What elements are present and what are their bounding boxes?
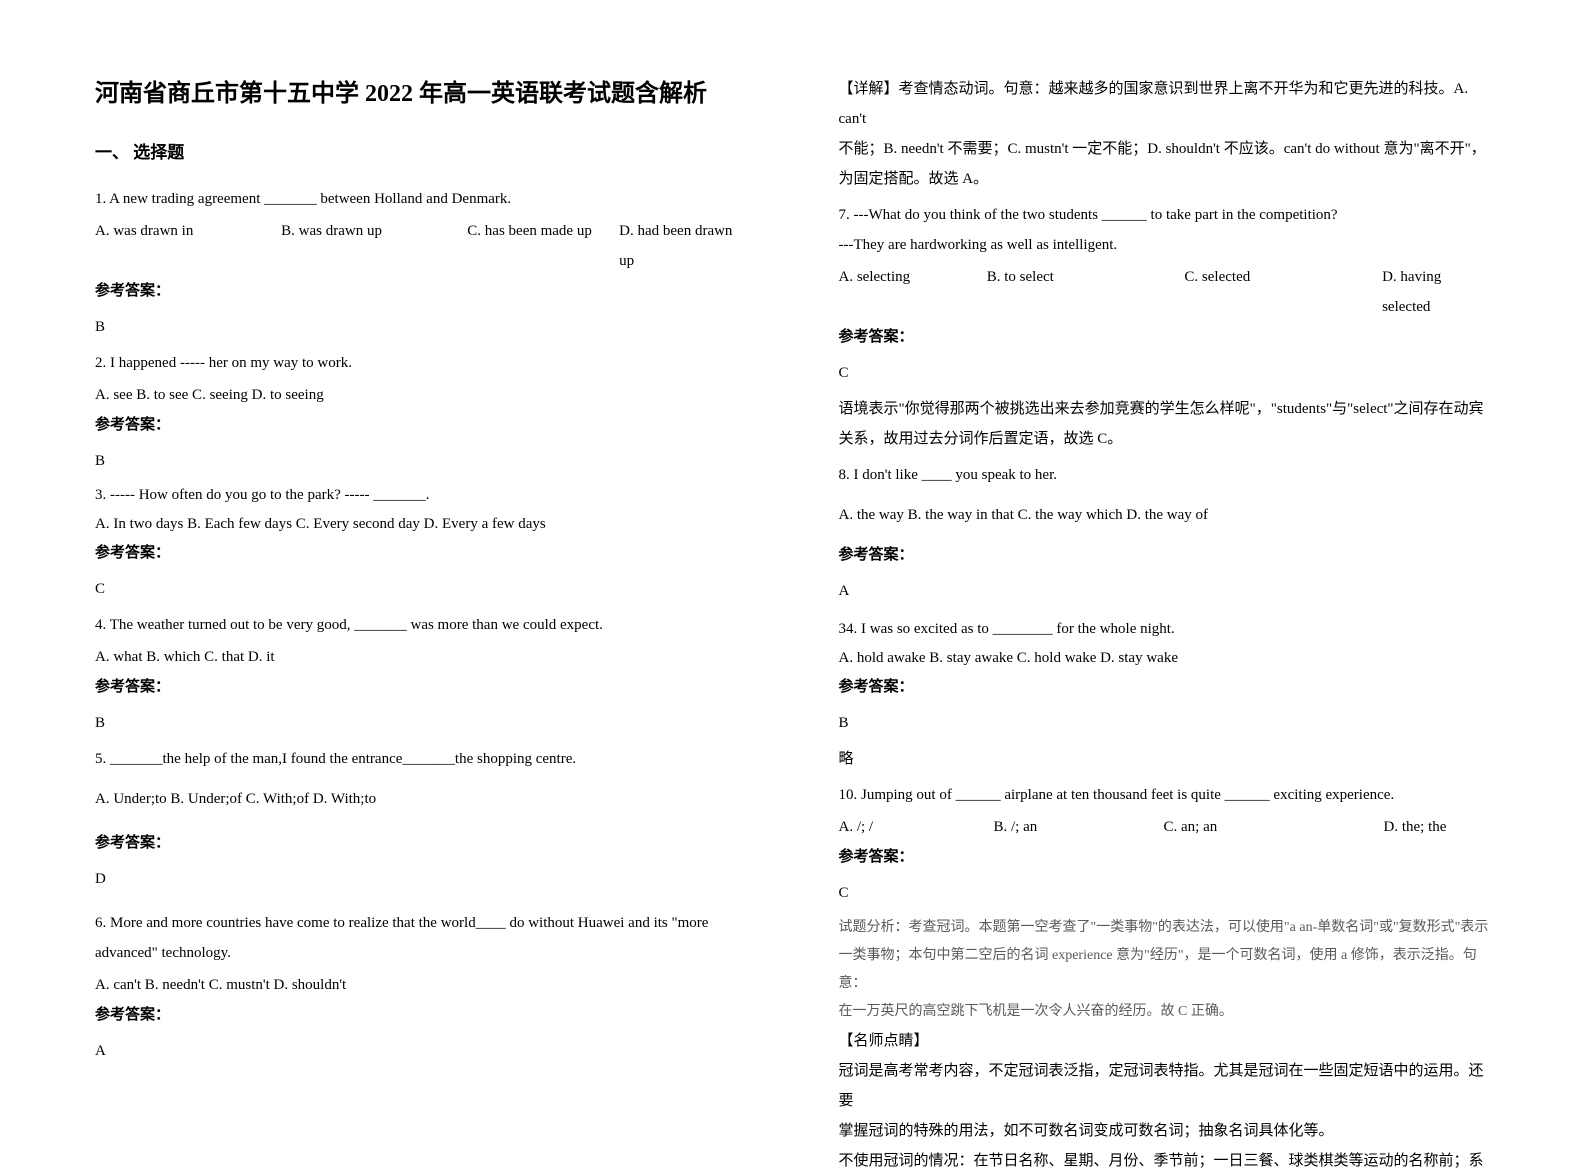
q10-option-c: C. an; an	[1164, 812, 1384, 842]
q5-answer: D	[95, 864, 749, 894]
q1-answer: B	[95, 312, 749, 342]
question-6-options: A. can't B. needn't C. mustn't D. should…	[95, 970, 749, 1000]
q1-option-d: D. had been drawn up	[619, 216, 748, 276]
q7-explain-line1: 语境表示"你觉得那两个被挑选出来去参加竞赛的学生怎么样呢"，"students"…	[839, 394, 1493, 424]
question-6-stem-line2: advanced" technology.	[95, 938, 749, 968]
question-10-stem: 10. Jumping out of ______ airplane at te…	[839, 780, 1493, 810]
q10-option-b: B. /; an	[994, 812, 1164, 842]
q10-option-a: A. /; /	[839, 812, 994, 842]
q10-option-d: D. the; the	[1384, 812, 1447, 842]
q6-explain-line3: 为固定搭配。故选 A。	[839, 164, 1493, 194]
q7-answer: C	[839, 358, 1493, 388]
question-5-options: A. Under;to B. Under;of C. With;of D. Wi…	[95, 784, 749, 814]
q3-answer-label: 参考答案：	[95, 538, 749, 568]
q10-explain-line6: 不使用冠词的情况：在节日名称、星期、月份、季节前；一日三餐、球类棋类等运动的名称…	[839, 1146, 1493, 1176]
q1-option-a: A. was drawn in	[95, 216, 281, 276]
section-heading: 一、 选择题	[95, 136, 749, 170]
question-2-stem: 2. I happened ----- her on my way to wor…	[95, 348, 749, 378]
q2-answer: B	[95, 446, 749, 476]
q10-explain-line2: 一类事物；本句中第二空后的名词 experience 意为"经历"，是一个可数名…	[839, 942, 1493, 998]
question-2-options: A. see B. to see C. seeing D. to seeing	[95, 380, 749, 410]
q7-explain-line2: 关系，故用过去分词作后置定语，故选 C。	[839, 424, 1493, 454]
question-9-options: A. hold awake B. stay awake C. hold wake…	[839, 645, 1493, 672]
q10-explain-line3: 在一万英尺的高空跳下飞机是一次令人兴奋的经历。故 C 正确。	[839, 998, 1493, 1026]
q10-explain-line5: 掌握冠词的特殊的用法，如不可数名词变成可数名词；抽象名词具体化等。	[839, 1116, 1493, 1146]
question-1-stem: 1. A new trading agreement _______ betwe…	[95, 184, 749, 214]
question-7-stem2: ---They are hardworking as well as intel…	[839, 230, 1493, 260]
q6-explain-line2: 不能；B. needn't 不需要；C. mustn't 一定不能；D. sho…	[839, 134, 1493, 164]
q6-explain-line1: 【详解】考查情态动词。句意：越来越多的国家意识到世界上离不开华为和它更先进的科技…	[839, 74, 1493, 134]
q6-answer: A	[95, 1036, 749, 1066]
q10-answer-label: 参考答案：	[839, 842, 1493, 872]
q2-answer-label: 参考答案：	[95, 410, 749, 440]
q6-answer-label: 参考答案：	[95, 1000, 749, 1030]
q8-answer-label: 参考答案：	[839, 540, 1493, 570]
q9-answer: B	[839, 708, 1493, 738]
question-9-stem: 34. I was so excited as to ________ for …	[839, 616, 1493, 643]
q7-option-d: D. having selected	[1382, 262, 1492, 322]
question-5-stem: 5. _______the help of the man,I found th…	[95, 744, 749, 774]
page-title: 河南省商丘市第十五中学 2022 年高一英语联考试题含解析	[95, 70, 749, 118]
q7-option-b: B. to select	[987, 262, 1185, 322]
question-7-stem: 7. ---What do you think of the two stude…	[839, 200, 1493, 230]
question-3-stem: 3. ----- How often do you go to the park…	[95, 482, 749, 509]
q5-answer-label: 参考答案：	[95, 828, 749, 858]
q1-option-b: B. was drawn up	[281, 216, 467, 276]
q10-explain-line4: 冠词是高考常考内容，不定冠词表泛指，定冠词表特指。尤其是冠词在一些固定短语中的运…	[839, 1056, 1493, 1116]
left-column: 河南省商丘市第十五中学 2022 年高一英语联考试题含解析 一、 选择题 1. …	[50, 70, 794, 1082]
question-3-options: A. In two days B. Each few days C. Every…	[95, 511, 749, 538]
q7-option-c: C. selected	[1184, 262, 1382, 322]
q1-option-c: C. has been made up	[467, 216, 619, 276]
q4-answer-label: 参考答案：	[95, 672, 749, 702]
right-column: 【详解】考查情态动词。句意：越来越多的国家意识到世界上离不开华为和它更先进的科技…	[794, 70, 1538, 1082]
question-8-options: A. the way B. the way in that C. the way…	[839, 500, 1493, 530]
q8-answer: A	[839, 576, 1493, 606]
question-4-stem: 4. The weather turned out to be very goo…	[95, 610, 749, 640]
q7-answer-label: 参考答案：	[839, 322, 1493, 352]
question-8-stem: 8. I don't like ____ you speak to her.	[839, 460, 1493, 490]
q3-answer: C	[95, 574, 749, 604]
q4-answer: B	[95, 708, 749, 738]
q9-explain: 略	[839, 744, 1493, 774]
q1-answer-label: 参考答案：	[95, 276, 749, 306]
q9-answer-label: 参考答案：	[839, 672, 1493, 702]
question-1-options: A. was drawn in B. was drawn up C. has b…	[95, 216, 749, 276]
question-7-options: A. selecting B. to select C. selected D.…	[839, 262, 1493, 322]
q10-tip-heading: 【名师点睛】	[839, 1026, 1493, 1056]
q10-answer: C	[839, 878, 1493, 908]
q10-explain-line1: 试题分析：考查冠词。本题第一空考查了"一类事物"的表达法，可以使用"a an-单…	[839, 914, 1493, 942]
q7-option-a: A. selecting	[839, 262, 987, 322]
question-4-options: A. what B. which C. that D. it	[95, 642, 749, 672]
question-6-stem-line1: 6. More and more countries have come to …	[95, 908, 749, 938]
question-10-options: A. /; / B. /; an C. an; an D. the; the	[839, 812, 1493, 842]
